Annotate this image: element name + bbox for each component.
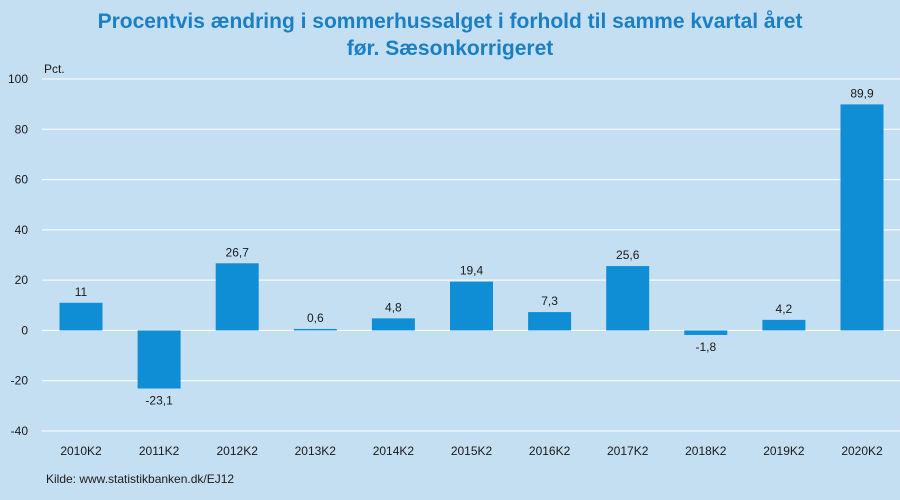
bar-2016K2 [528, 312, 572, 331]
data-label-2010K2: 11 [75, 285, 88, 299]
data-label-2017K2: 25,6 [616, 248, 640, 262]
y-tick-label: 20 [15, 273, 29, 287]
data-label-2016K2: 7,3 [541, 294, 558, 308]
bar-2019K2 [762, 319, 806, 331]
x-tick-label: 2014K2 [373, 444, 415, 458]
data-label-2012K2: 26,7 [226, 245, 250, 259]
data-label-2020K2: 89,9 [850, 86, 874, 100]
y-tick-label: 80 [15, 122, 29, 136]
x-axis-ticks: 2010K2 2011K2 2012K2 2013K2 2014K2 2015K2 2016… [60, 444, 883, 458]
data-label-2019K2: 4,2 [776, 302, 793, 316]
bar-2013K2 [293, 328, 337, 331]
y-tick-label: -20 [11, 374, 29, 388]
bar-2018K2 [684, 330, 728, 335]
x-tick-label: 2011K2 [139, 444, 180, 458]
y-tick-label: 100 [8, 72, 28, 86]
data-label-2011K2: -23,1 [145, 394, 173, 408]
x-tick-label: 2012K2 [217, 444, 259, 458]
data-label-2014K2: 4,8 [385, 300, 402, 314]
bar-2014K2 [371, 318, 415, 331]
data-label-2013K2: 0,6 [307, 311, 324, 325]
x-tick-label: 2020K2 [841, 444, 883, 458]
bar-2011K2 [137, 330, 181, 389]
bar-2015K2 [450, 281, 493, 331]
y-tick-label: 60 [15, 173, 29, 187]
x-tick-label: 2016K2 [529, 444, 571, 458]
y-axis-ticks: -40 -20 0 20 40 60 80 100 [8, 72, 28, 438]
y-tick-label: 0 [21, 323, 28, 337]
x-tick-label: 2010K2 [60, 444, 102, 458]
data-label-2018K2: -1,8 [695, 340, 716, 354]
bars [59, 104, 884, 389]
y-tick-label: 40 [15, 223, 29, 237]
x-tick-label: 2018K2 [685, 444, 727, 458]
x-tick-label: 2017K2 [607, 444, 649, 458]
source-note: Kilde: www.statistikbanken.dk/EJ12 [46, 472, 235, 486]
data-label-2015K2: 19,4 [460, 264, 484, 278]
chart-title-line-2: før. Sæsonkorrigeret [346, 37, 554, 60]
x-tick-label: 2013K2 [295, 444, 337, 458]
x-tick-label: 2015K2 [451, 444, 493, 458]
bar-2010K2 [59, 302, 103, 331]
data-labels: 11 -23,1 26,7 0,6 4,8 19,4 7,3 25,6 -1,8 4,2 89,9 [75, 86, 874, 407]
bar-2012K2 [215, 263, 259, 331]
bar-2017K2 [606, 266, 650, 331]
y-axis-unit-label: Pct. [44, 62, 65, 76]
x-tick-label: 2019K2 [763, 444, 805, 458]
y-tick-label: -40 [11, 424, 29, 438]
bar-2020K2 [840, 104, 884, 331]
chart-title-line-1: Procentvis ændring i sommerhussalget i f… [97, 10, 803, 33]
chart-title: Procentvis ændring i sommerhussalget i f… [0, 8, 900, 62]
gridlines [42, 78, 900, 432]
